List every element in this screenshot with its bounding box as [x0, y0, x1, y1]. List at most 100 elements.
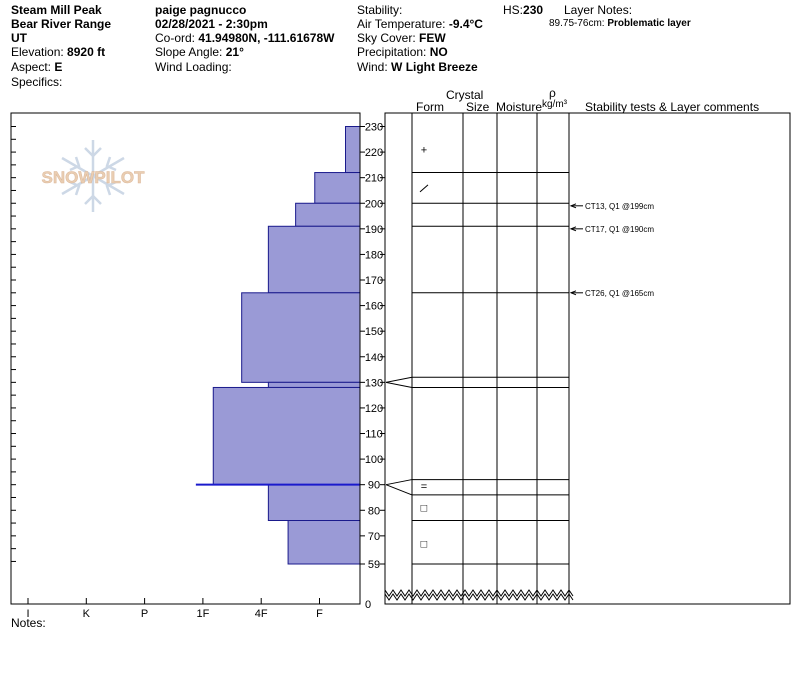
snowflake-icon	[61, 140, 125, 212]
elevation-value: 8920 ft	[67, 45, 106, 59]
depth-break-zigzag	[384, 593, 574, 601]
density-unit-header: kg/m³	[542, 99, 567, 110]
aspect: Aspect: E	[11, 60, 62, 74]
aspect-value: E	[54, 60, 63, 74]
depth-break-zigzag	[384, 589, 574, 597]
slope-value: 21°	[225, 45, 244, 59]
wind: Wind: W Light Breeze	[357, 60, 478, 74]
chart-frame	[10, 112, 791, 605]
hardness-tick-label: P	[141, 608, 148, 620]
observation-datetime: 02/28/2021 - 2:30pm	[155, 17, 268, 31]
comments-header: Stability tests & Layer comments	[585, 100, 760, 114]
layer-note: 89.75-76cm: Problematic layer	[549, 18, 691, 30]
hardness-bar	[267, 381, 361, 388]
stability-test-arrowhead	[569, 290, 577, 296]
layer-grid	[385, 172, 569, 565]
depth-tick-label: 100	[365, 454, 383, 466]
crystal-form-symbol	[419, 184, 429, 193]
stability-test-arrowhead	[569, 226, 577, 232]
observer-name: paige pagnucco	[155, 3, 247, 17]
notes-label: Notes:	[11, 616, 46, 630]
stability-tests: CT13, Q1 @199cm CT17, Q1 @190cm CT26, Q1 @…	[569, 202, 654, 298]
hardness-bar	[241, 292, 361, 383]
depth-tick-label: 80	[368, 505, 380, 517]
depth-axis: 230 220 210 200 190 180 170 160 150 140 130 120 110 1…	[360, 122, 574, 611]
precip-value: NO	[429, 45, 448, 59]
wind-label: Wind:	[357, 60, 388, 74]
depth-zero-label: 0	[365, 599, 371, 611]
depth-tick-label: 140	[365, 352, 383, 364]
hardness-tick-label: 4F	[255, 608, 268, 620]
slope-label: Slope Angle:	[155, 45, 223, 59]
snow-height: HS:230	[503, 3, 543, 17]
size-header: Size	[466, 100, 490, 114]
depth-tick-label: 170	[365, 275, 383, 287]
aspect-label: Aspect:	[11, 60, 52, 74]
coord-label: Co-ord:	[155, 31, 196, 45]
crystal-form-symbol: □	[421, 539, 428, 551]
density-rho-header: ρ	[549, 86, 556, 100]
depth-tick-label: 190	[365, 224, 383, 236]
slope-angle: Slope Angle: 21°	[155, 45, 244, 59]
hardness-bar	[314, 172, 361, 204]
layer-table-frame	[384, 112, 791, 605]
form-header: Form	[416, 100, 444, 114]
elevation-label: Elevation:	[11, 45, 64, 59]
layer-connector	[385, 484, 413, 496]
hardness-frame	[10, 112, 361, 605]
wind-loading-label: Wind Loading:	[155, 60, 232, 74]
hardness-bar	[345, 126, 361, 174]
precip-label: Precipitation:	[357, 45, 427, 59]
moisture-header: Moisture	[496, 100, 543, 114]
hardness-bar	[212, 386, 361, 486]
crystal-form-symbol: □	[421, 503, 428, 515]
hs-label: HS:	[503, 3, 524, 17]
hs-value: 230	[523, 3, 544, 17]
layer-notes-label: Layer Notes:	[564, 3, 633, 17]
hardness-tick-label: 1F	[196, 608, 209, 620]
sky-label: Sky Cover:	[357, 31, 416, 45]
crystal-header: Crystal	[446, 88, 484, 102]
range-name: Bear River Range	[11, 17, 112, 31]
layer-note-range: 89.75-76cm:	[549, 18, 605, 29]
depth-tick-label: 160	[365, 301, 383, 313]
depth-tick-label: 70	[368, 531, 380, 543]
depth-tick-label: 180	[365, 249, 383, 261]
depth-tick-label: 230	[365, 122, 383, 134]
hardness-tick-label: F	[316, 608, 323, 620]
depth-tick-label: 220	[365, 147, 383, 159]
crystal-form-symbol: =	[421, 481, 427, 493]
depth-tick-label: 90	[368, 480, 380, 492]
precipitation: Precipitation: NO	[357, 45, 448, 59]
air-temp-value: -9.4°C	[448, 17, 483, 31]
layer-note-text: Problematic layer	[607, 18, 691, 29]
stability-test-arrowhead	[569, 203, 577, 209]
stability-label: Stability:	[357, 3, 403, 17]
hardness-tick-label: I	[26, 608, 29, 620]
depth-tick-label: 120	[365, 403, 383, 415]
state-name: UT	[11, 31, 27, 45]
layer-connector	[385, 381, 413, 388]
wind-value: W Light Breeze	[391, 60, 478, 74]
hardness-bar	[267, 484, 361, 522]
hardness-axis: I K P 1F 4F F	[26, 598, 323, 620]
specifics-label: Specifics:	[11, 75, 63, 89]
stability-test-label: CT13, Q1 @199cm	[585, 202, 654, 211]
hardness-tick-label: K	[83, 608, 91, 620]
depth-tick-label: 210	[365, 173, 383, 185]
snowpilot-logo: SNOWPILOT	[41, 140, 145, 212]
coord-value: 41.94980N, -111.61678W	[198, 31, 335, 45]
depth-tick-label: 150	[365, 326, 383, 338]
elevation: Elevation: 8920 ft	[11, 45, 105, 59]
sky-cover: Sky Cover: FEW	[357, 31, 446, 45]
location-name: Steam Mill Peak	[11, 3, 102, 17]
sky-value: FEW	[419, 31, 446, 45]
hardness-bars	[195, 126, 361, 565]
depth-tick-label: 200	[365, 198, 383, 210]
hardness-bar	[295, 202, 361, 227]
layer-connector	[385, 376, 413, 383]
air-temperature: Air Temperature: -9.4°C	[357, 17, 483, 31]
crystal-form-symbol: +	[421, 145, 427, 157]
depth-tick-label: 59	[368, 559, 380, 571]
